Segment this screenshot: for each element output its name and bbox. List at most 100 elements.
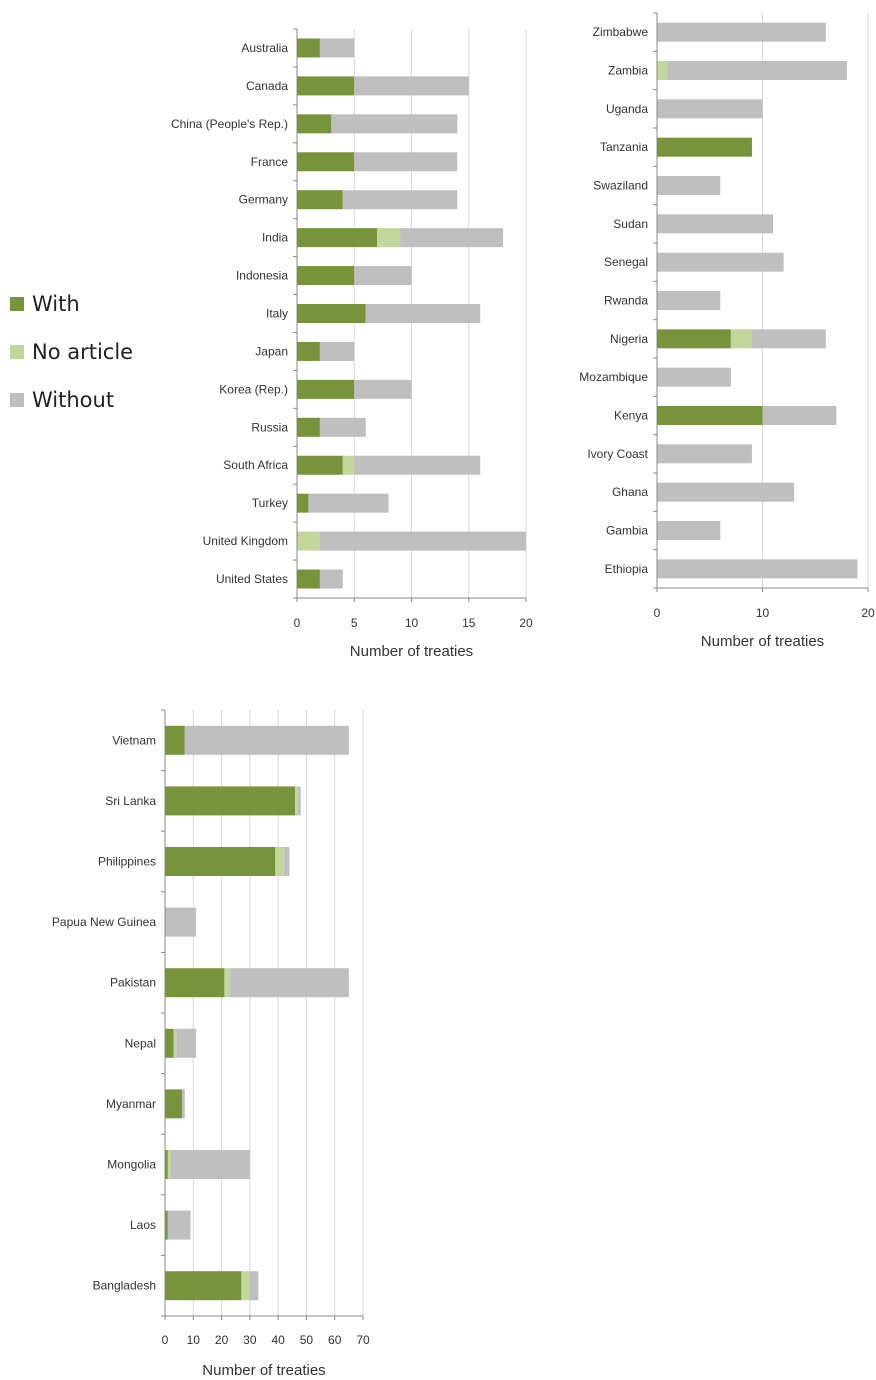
legend-swatch-without	[10, 393, 24, 407]
bar-without-rwanda	[657, 291, 721, 310]
legend: With No article Without	[10, 280, 133, 424]
bar-with-indonesia	[297, 266, 355, 286]
bar-with-pakistan	[165, 968, 225, 998]
bar-with-italy	[297, 304, 366, 323]
bar-with-laos	[165, 1210, 168, 1240]
category-label-sudan: Sudan	[613, 217, 648, 231]
category-label-india: India	[262, 231, 288, 245]
category-label-nepal: Nepal	[125, 1036, 156, 1050]
x-axis-title: Number of treaties	[202, 1362, 325, 1379]
category-label-gambia: Gambia	[606, 524, 648, 538]
bar-with-sri-lanka	[165, 786, 296, 816]
category-label-canada: Canada	[246, 79, 288, 93]
bar-with-australia	[297, 38, 320, 58]
bar-without-nigeria	[751, 329, 826, 349]
bar-with-russia	[297, 417, 320, 437]
bar-without-india	[400, 228, 504, 248]
bar-with-vietnam	[165, 725, 185, 755]
bar-with-turkey	[297, 493, 309, 513]
bar-no-article-south-africa	[342, 455, 355, 475]
x-tick-label: 10	[405, 616, 419, 630]
legend-item-no-article: No article	[10, 328, 133, 376]
category-label-tanzania: Tanzania	[600, 140, 648, 154]
x-axis-title: Number of treaties	[701, 633, 824, 650]
category-label-pakistan: Pakistan	[110, 976, 156, 990]
category-label-myanmar: Myanmar	[106, 1097, 156, 1111]
category-label-indonesia: Indonesia	[236, 269, 288, 283]
bar-with-nepal	[165, 1028, 174, 1058]
bar-without-japan	[319, 341, 355, 361]
category-label-sri-lanka: Sri Lanka	[105, 794, 156, 808]
bar-without-italy	[365, 304, 481, 323]
bar-with-germany	[297, 190, 343, 210]
bar-without-zimbabwe	[657, 22, 826, 42]
x-tick-label: 15	[462, 616, 476, 630]
x-tick-label: 60	[328, 1333, 342, 1347]
bar-with-france	[297, 152, 355, 172]
x-tick-label: 5	[351, 616, 358, 630]
bar-without-swaziland	[657, 176, 721, 195]
x-tick-label: 70	[356, 1333, 370, 1347]
bar-without-ghana	[657, 482, 795, 502]
bar-with-myanmar	[165, 1089, 182, 1119]
bar-with-mongolia	[165, 1150, 168, 1179]
legend-swatch-no-article	[10, 345, 24, 359]
bar-no-article-united-kingdom	[297, 531, 320, 551]
category-label-ghana: Ghana	[612, 485, 648, 499]
category-label-zimbabwe: Zimbabwe	[593, 25, 649, 39]
x-axis-title: Number of treaties	[350, 643, 473, 660]
category-label-papua-new-guinea: Papua New Guinea	[52, 915, 156, 929]
x-tick-label: 10	[187, 1333, 201, 1347]
category-label-korea-rep: Korea (Rep.)	[219, 382, 288, 396]
category-label-nigeria: Nigeria	[610, 332, 648, 346]
category-label-australia: Australia	[241, 41, 288, 55]
bar-no-article-philippines	[275, 847, 284, 876]
x-tick-label: 20	[861, 606, 875, 620]
bar-without-vietnam	[184, 725, 349, 755]
x-tick-label: 50	[300, 1333, 314, 1347]
legend-label-without: Without	[32, 388, 115, 412]
bar-without-germany	[342, 190, 458, 210]
category-label-ethiopia: Ethiopia	[605, 562, 649, 576]
bar-without-sri-lanka	[297, 786, 301, 816]
category-label-italy: Italy	[266, 307, 288, 321]
category-label-senegal: Senegal	[604, 255, 648, 269]
bar-no-article-mongolia	[167, 1150, 171, 1179]
bar-with-korea-rep	[297, 379, 355, 399]
category-label-uganda: Uganda	[606, 102, 648, 116]
bar-no-article-sri-lanka	[295, 786, 298, 816]
bar-no-article-nepal	[173, 1028, 177, 1058]
bar-with-japan	[297, 341, 320, 361]
x-tick-label: 0	[294, 616, 301, 630]
legend-swatch-with	[10, 297, 24, 311]
bar-without-pakistan	[230, 968, 349, 998]
bar-without-kenya	[762, 406, 837, 425]
category-label-zambia: Zambia	[608, 64, 648, 78]
bar-without-ivory-coast	[657, 444, 752, 464]
category-label-united-states: United States	[216, 572, 288, 586]
bar-without-south-africa	[354, 455, 481, 475]
bar-without-united-kingdom	[319, 531, 526, 551]
bar-with-nigeria	[657, 329, 731, 349]
bar-without-zambia	[667, 61, 847, 80]
bar-no-article-bangladesh	[241, 1271, 250, 1301]
category-label-germany: Germany	[239, 193, 288, 207]
x-tick-label: 30	[243, 1333, 257, 1347]
category-label-united-kingdom: United Kingdom	[203, 534, 288, 548]
bar-without-bangladesh	[249, 1271, 259, 1301]
category-label-mongolia: Mongolia	[107, 1158, 156, 1172]
x-tick-label: 20	[215, 1333, 229, 1347]
bar-with-south-africa	[297, 455, 343, 475]
bar-with-tanzania	[657, 137, 752, 157]
bar-without-russia	[319, 417, 366, 437]
category-label-south-africa: South Africa	[223, 458, 288, 472]
bar-without-united-states	[319, 569, 343, 589]
bar-without-sudan	[657, 214, 774, 234]
bar-no-article-india	[377, 228, 401, 248]
bar-without-canada	[354, 76, 469, 96]
legend-item-with: With	[10, 280, 133, 328]
bar-without-laos	[167, 1210, 191, 1240]
bar-without-france	[354, 152, 458, 172]
